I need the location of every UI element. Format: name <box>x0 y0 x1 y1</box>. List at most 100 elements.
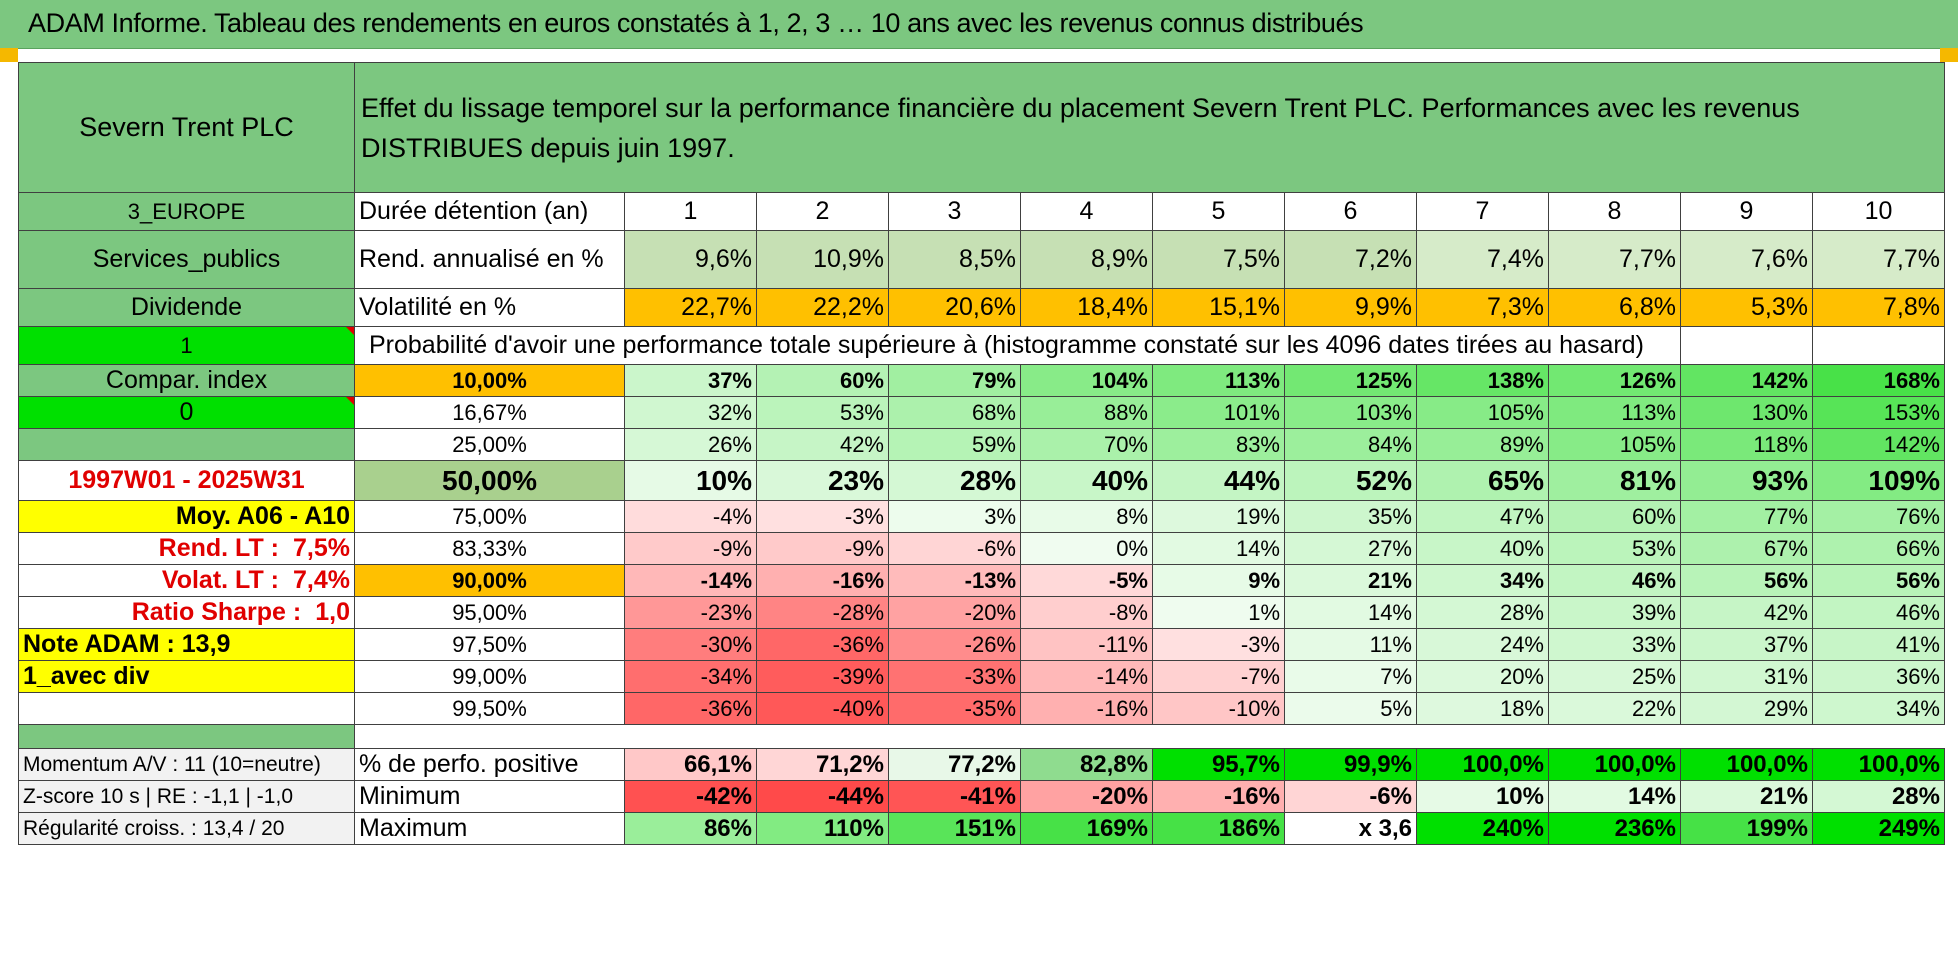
quantile-value: 53% <box>1548 532 1681 565</box>
quantile-level: 10,00% <box>354 364 625 397</box>
compar-index-label: Compar. index <box>18 364 355 397</box>
flag-one[interactable]: 1 <box>18 326 355 365</box>
quantile-level: 99,00% <box>354 660 625 693</box>
sharpe-ratio-value: 1,0 <box>315 598 350 626</box>
vol-value-6: 9,9% <box>1284 288 1417 327</box>
duration-label: Durée détention (an) <box>354 192 625 231</box>
stats-value: 66,1% <box>624 748 757 781</box>
quantile-value: 46% <box>1548 564 1681 597</box>
quantile-value: 14% <box>1284 596 1417 629</box>
rend-lt: Rend. LT : 7,5% <box>18 532 355 565</box>
stats-value: -41% <box>888 780 1021 813</box>
stats-value: 10% <box>1416 780 1549 813</box>
quantile-value: 46% <box>1812 596 1945 629</box>
quantile-row: Compar. index 10,00% 37% 60% 79% 104% 113% 125%… <box>18 364 1945 397</box>
quantile-value: 76% <box>1812 500 1945 533</box>
quantile-value: 32% <box>624 396 757 429</box>
quantile-value: 67% <box>1680 532 1813 565</box>
rend-value-5: 7,5% <box>1152 230 1285 289</box>
quantile-value: -40% <box>756 692 889 725</box>
vol-value-7: 7,3% <box>1416 288 1549 327</box>
quantile-value: 36% <box>1812 660 1945 693</box>
quantile-value: 81% <box>1548 460 1681 501</box>
stats-value: 186% <box>1152 812 1285 845</box>
prob-blank-2 <box>1812 326 1945 365</box>
quantile-value: -36% <box>756 628 889 661</box>
quantile-row: Moy. A06 - A10 75,00% -4% -3% 3% 8% 19% 35% 47% 6… <box>18 500 1945 533</box>
quantile-level: 16,67% <box>354 396 625 429</box>
spacer-row <box>354 724 1945 749</box>
quantile-value: 66% <box>1812 532 1945 565</box>
quantile-value: -6% <box>888 532 1021 565</box>
quantile-value: -5% <box>1020 564 1153 597</box>
quantile-value: 42% <box>1680 596 1813 629</box>
quantile-level: 99,50% <box>354 692 625 725</box>
quantile-value: 93% <box>1680 460 1813 501</box>
quantile-value: 24% <box>1416 628 1549 661</box>
probability-title: Probabilité d'avoir une performance tota… <box>354 326 1681 365</box>
quantile-value: 153% <box>1812 396 1945 429</box>
rend-lt-label: Rend. LT : <box>158 534 280 562</box>
stats-value: -20% <box>1020 780 1153 813</box>
stats-left-label: Z-score 10 s | RE : -1,1 | -1,0 <box>18 780 355 813</box>
quantile-value: 9% <box>1152 564 1285 597</box>
quantile-value: 5% <box>1284 692 1417 725</box>
quantile-value: -16% <box>1020 692 1153 725</box>
volat-lt-value: 7,4% <box>293 566 350 594</box>
vol-value-5: 15,1% <box>1152 288 1285 327</box>
quantile-row: 99,50% -36% -40% -35% -16% -10% 5% 18% 22% 29% 34% <box>18 692 1945 725</box>
rend-value-7: 7,4% <box>1416 230 1549 289</box>
quantile-value: 68% <box>888 396 1021 429</box>
quantile-value: -33% <box>888 660 1021 693</box>
rend-value-6: 7,2% <box>1284 230 1417 289</box>
quantile-value: 105% <box>1416 396 1549 429</box>
quantile-value: 42% <box>756 428 889 461</box>
quantile-value: -13% <box>888 564 1021 597</box>
quantile-value: -3% <box>1152 628 1285 661</box>
quantile-row: Volat. LT : 7,4% 90,00% -14% -16% -13% -5% 9% 21… <box>18 564 1945 597</box>
quantile-value: 89% <box>1416 428 1549 461</box>
quantile-value: 11% <box>1284 628 1417 661</box>
volat-lt: Volat. LT : 7,4% <box>18 564 355 597</box>
quantile-value: 70% <box>1020 428 1153 461</box>
duration-5: 5 <box>1152 192 1285 231</box>
duration-3: 3 <box>888 192 1021 231</box>
quantile-value: 113% <box>1152 364 1285 397</box>
quantile-value: 22% <box>1548 692 1681 725</box>
rend-value-1: 9,6% <box>624 230 757 289</box>
quantile-value: 31% <box>1680 660 1813 693</box>
quantile-value: -28% <box>756 596 889 629</box>
flag-zero[interactable]: 0 <box>18 396 355 429</box>
stats-value: 240% <box>1416 812 1549 845</box>
vol-value-1: 22,7% <box>624 288 757 327</box>
stats-value: 99,9% <box>1284 748 1417 781</box>
spacer-green <box>18 724 355 749</box>
quantile-value: -34% <box>624 660 757 693</box>
stats-value: 249% <box>1812 812 1945 845</box>
quantile-level: 83,33% <box>354 532 625 565</box>
quantile-value: 65% <box>1416 460 1549 501</box>
quantile-value: 104% <box>1020 364 1153 397</box>
quantile-value: 83% <box>1152 428 1285 461</box>
stats-row: Momentum A/V : 11 (10=neutre)% de perfo.… <box>18 748 1945 781</box>
rend-value-8: 7,7% <box>1548 230 1681 289</box>
quantile-row: 25,00% 26% 42% 59% 70% 83% 84% 89% 105% 118% 142% <box>18 428 1945 461</box>
quantile-value: 44% <box>1152 460 1285 501</box>
volat-lt-label: Volat. LT : <box>161 566 280 594</box>
blank-green-cell <box>18 428 355 461</box>
rend-value-10: 7,7% <box>1812 230 1945 289</box>
quantile-value: 113% <box>1548 396 1681 429</box>
stats-value: -6% <box>1284 780 1417 813</box>
quantile-value: 142% <box>1680 364 1813 397</box>
quantile-value: 40% <box>1416 532 1549 565</box>
quantile-value: 109% <box>1812 460 1945 501</box>
rend-value-4: 8,9% <box>1020 230 1153 289</box>
stats-label: Maximum <box>354 812 625 845</box>
quantile-value: 26% <box>624 428 757 461</box>
stats-value: x 3,6 <box>1284 812 1417 845</box>
sharpe-ratio: Ratio Sharpe : 1,0 <box>18 596 355 629</box>
quantile-row: Ratio Sharpe : 1,0 95,00% -23% -28% -20% -8% 1%… <box>18 596 1945 629</box>
duration-6: 6 <box>1284 192 1417 231</box>
asset-name: Severn Trent PLC <box>18 62 355 193</box>
quantile-value: 138% <box>1416 364 1549 397</box>
